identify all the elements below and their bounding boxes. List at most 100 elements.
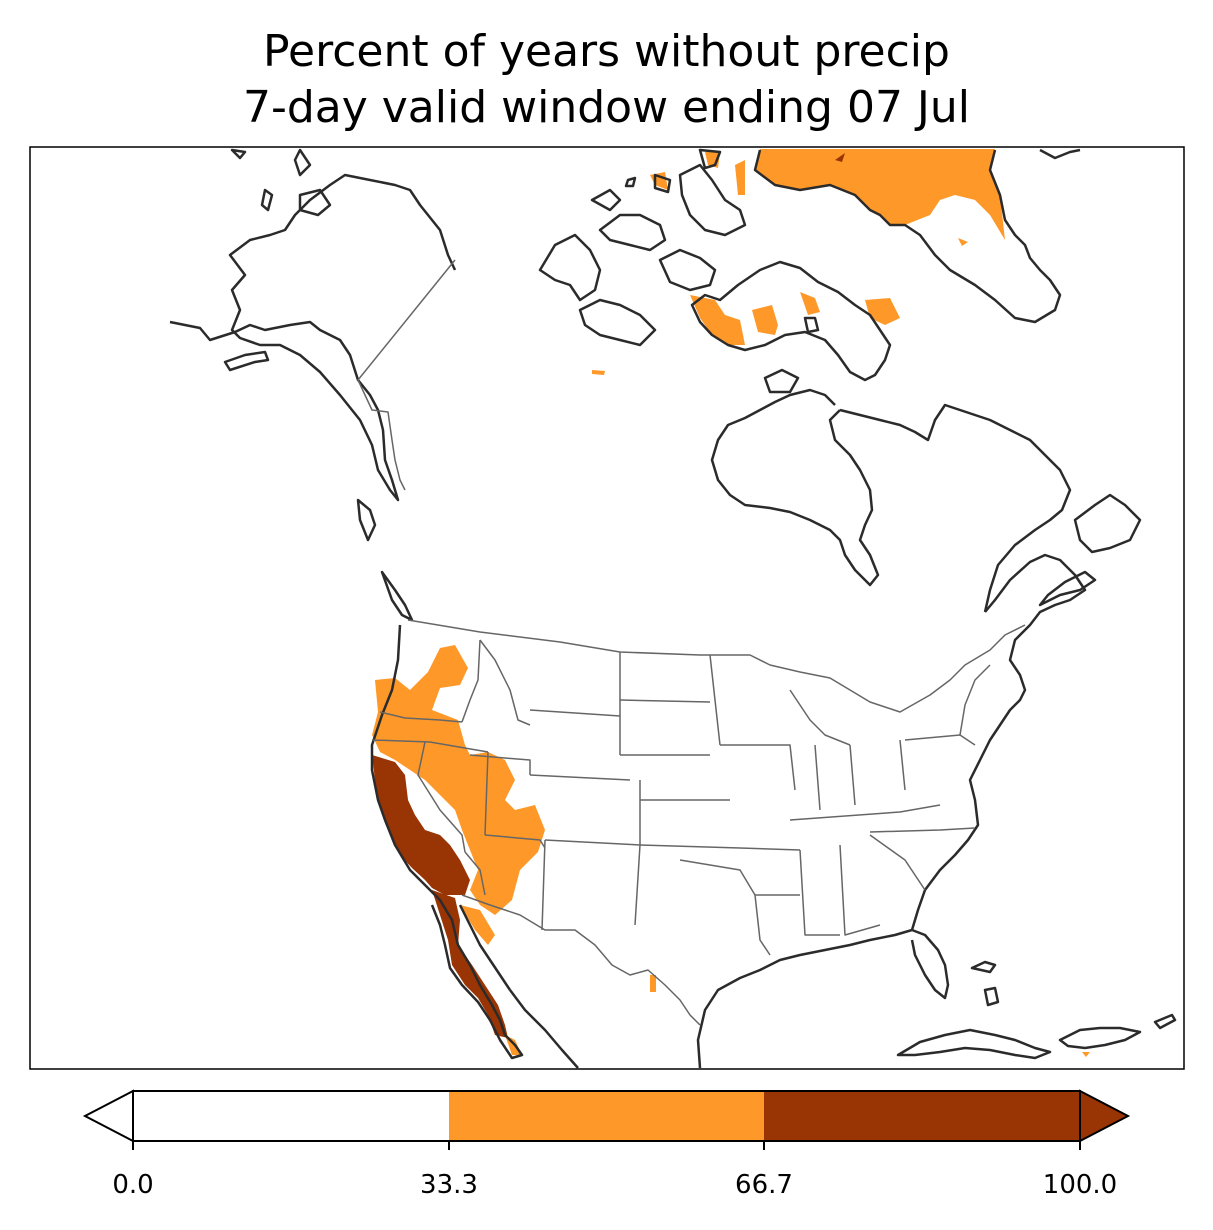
coast-arctic-8: [653, 173, 672, 194]
colorbar-tick-label: 0.0: [112, 1170, 154, 1200]
colorbar-bin-high: [764, 1091, 1080, 1141]
coast-gulf-california: [458, 904, 512, 991]
coast-hispaniola: [1058, 1026, 1142, 1050]
border-la-tx: [754, 894, 771, 956]
border-wa-or: [379, 711, 463, 723]
border-us-mexico: [461, 894, 701, 1026]
shade-cuba-spot: [1082, 1052, 1090, 1057]
map-title-line-1: Percent of years without precip: [263, 26, 950, 77]
coast-arctic-6: [590, 188, 622, 212]
shade-greenland-small: [958, 238, 968, 246]
border-ga-sc: [869, 834, 926, 891]
coast-arctic-3: [598, 213, 667, 252]
border-mt-wy: [529, 709, 621, 717]
border-ne-states: [959, 664, 991, 736]
border-ca-nv: [417, 741, 466, 853]
border-or-id: [461, 639, 481, 723]
coast-arctic-2: [578, 298, 657, 347]
border-in-oh: [849, 744, 856, 806]
border-nd-sd: [619, 699, 711, 703]
coast-arctic-1: [538, 233, 602, 302]
coast-bahamas: [970, 960, 997, 974]
border-nv-az: [464, 851, 486, 896]
coast-arctic-9: [698, 148, 722, 170]
shade-baffin-west: [690, 295, 745, 345]
border-mn-wi: [709, 654, 721, 746]
shade-west-high: [372, 755, 470, 895]
coast-arctic-10: [293, 148, 312, 177]
coast-mexico-pacific: [509, 989, 579, 1069]
border-ok-tx: [679, 859, 756, 896]
border-ms-al: [799, 849, 840, 936]
shade-baja-orange: [460, 905, 495, 945]
coast-east: [910, 553, 1087, 931]
coast-alaska-pen: [223, 350, 270, 372]
colorbar-bin-mid: [449, 1091, 764, 1141]
coast-mexico-gulf: [696, 928, 913, 1069]
coast-arctic-7: [624, 176, 637, 188]
coast-bc: [356, 498, 377, 542]
border-tn-ky: [789, 804, 941, 821]
coastlines: [169, 148, 1177, 1069]
shade-baffin-far-east: [865, 298, 900, 325]
border-ut-az: [484, 834, 546, 849]
border-oh-pa: [899, 739, 906, 791]
map-frame: [29, 146, 1185, 1070]
coast-puerto-rico: [1153, 1013, 1177, 1030]
border-us-canada: [407, 619, 1026, 713]
shade-greenland-dot: [835, 153, 845, 162]
coast-labrador: [839, 403, 1072, 613]
border-va-nc: [869, 827, 976, 833]
border-id-wy-ut: [469, 754, 531, 775]
map-title-line-2: 7-day valid window ending 07 Jul: [242, 82, 971, 133]
border-wy-co: [529, 774, 631, 781]
border-mi: [789, 689, 851, 746]
coast-greenland: [753, 149, 1062, 324]
coast-hudson: [710, 388, 880, 587]
coast-arctic-12: [298, 188, 332, 217]
colorbar-extend-low: [82, 1089, 134, 1143]
border-ca-or-nv: [371, 739, 489, 753]
colorbar-outline: [132, 1090, 1081, 1142]
border-ia-mo: [720, 744, 796, 791]
shade-west-orange: [372, 645, 545, 915]
coast-nova-scotia: [1038, 570, 1097, 607]
border-id-mt: [479, 639, 531, 726]
colorbar: [82, 1089, 1131, 1150]
coast-arctic-16: [803, 316, 820, 334]
coast-baffin: [690, 260, 892, 382]
political-borders: [357, 259, 1026, 1026]
colorbar-extend-high: [1079, 1089, 1131, 1143]
colorbar-bin-low: [133, 1091, 449, 1141]
shade-baffin-east: [800, 292, 820, 315]
border-alaska-canada: [357, 259, 456, 491]
border-il-in: [814, 744, 821, 811]
coast-florida: [910, 928, 950, 1000]
coast-arctic-14: [1039, 148, 1081, 160]
border-mo-ar: [739, 847, 801, 851]
border-nm-tx: [634, 844, 641, 926]
border-az-nm: [541, 839, 546, 931]
shade-arctic-2: [735, 160, 745, 195]
colorbar-tick-label: 100.0: [1042, 1170, 1118, 1200]
coast-arctic-15: [763, 368, 800, 394]
coast-newfoundland: [1073, 493, 1142, 554]
colorbar-tick-label: 66.7: [735, 1170, 793, 1200]
coast-cuba: [896, 1028, 1052, 1060]
colorbar-tick-label: 33.3: [420, 1170, 478, 1200]
shade-mexico-spot: [650, 975, 656, 992]
coast-us-west: [370, 624, 524, 1060]
shade-baffin-mid: [752, 305, 778, 335]
coast-arctic-5: [678, 163, 747, 237]
border-ks-ok: [639, 844, 741, 849]
coast-arctic-4: [658, 248, 717, 292]
coast-bahamas-2: [983, 986, 1000, 1007]
border-nv-ut: [484, 751, 489, 836]
border-co-nm: [544, 839, 641, 846]
coast-alaska: [169, 173, 457, 502]
shade-greenland-north: [755, 149, 1005, 240]
coast-arctic-11: [260, 188, 274, 212]
shade-arctic-sliver: [592, 370, 605, 375]
border-al-ga: [839, 844, 881, 936]
